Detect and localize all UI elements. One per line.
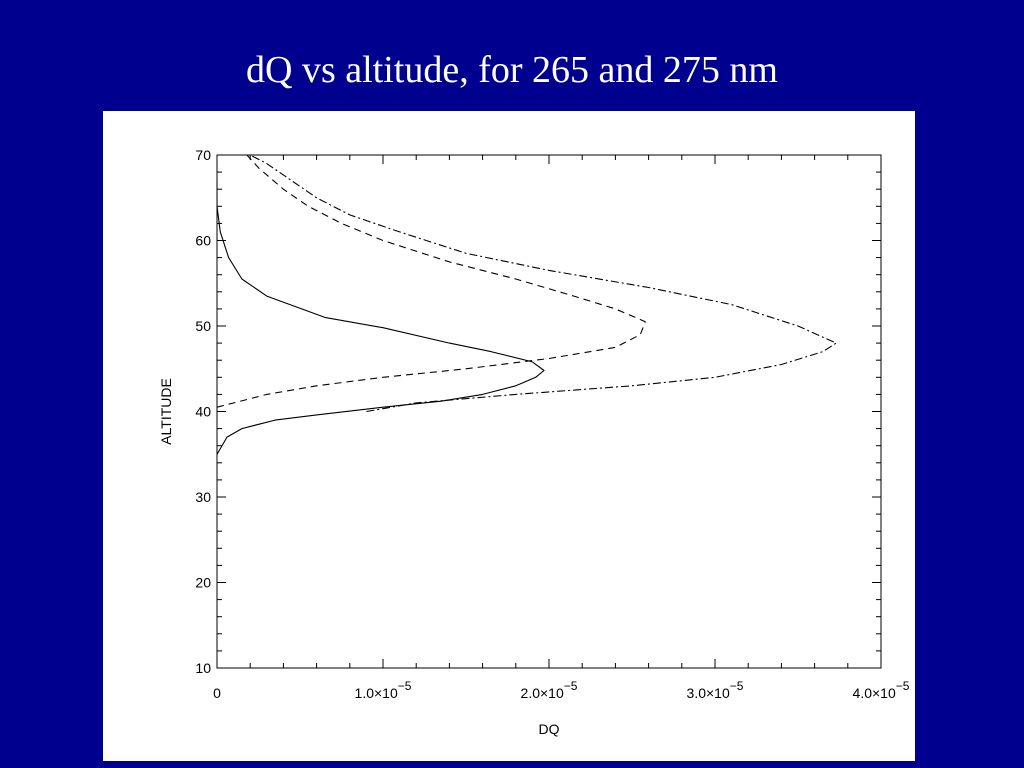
y-axis-label: ALTITUDE (158, 378, 174, 445)
minor-ticks (217, 155, 881, 668)
y-tick-label: 20 (195, 575, 211, 591)
series-line-dashed (217, 155, 646, 408)
major-ticks (216, 154, 882, 669)
series-line-dash-dot (249, 155, 837, 413)
x-tick-label: 0 (213, 685, 221, 701)
y-tick-label: 30 (195, 489, 211, 505)
x-tick-label: 4.0×10−5 (853, 679, 910, 701)
y-tick-label: 70 (195, 147, 211, 163)
y-tick-label: 60 (195, 233, 211, 249)
y-tick-label: 10 (195, 660, 211, 676)
dq-altitude-chart: 10 20 30 40 50 60 70 0 1.0×10−5 2.0×10−5 3.0×10−5… (158, 147, 910, 737)
slide-title: dQ vs altitude, for 265 and 275 nm (246, 49, 778, 91)
y-tick-label: 40 (195, 404, 211, 420)
x-tick-label: 1.0×10−5 (355, 679, 412, 701)
x-tick-label: 2.0×10−5 (521, 679, 578, 701)
chart-panel: 10 20 30 40 50 60 70 0 1.0×10−5 2.0×10−5 3.0×10−5… (103, 111, 915, 761)
y-tick-label: 50 (195, 318, 211, 334)
y-tick-labels: 10 20 30 40 50 60 70 (195, 147, 211, 676)
x-tick-label: 3.0×10−5 (687, 679, 744, 701)
plot-area-frame (216, 154, 882, 669)
series-line-solid (217, 180, 545, 455)
series-lines (217, 155, 837, 455)
x-axis-label: DQ (539, 721, 560, 737)
x-tick-labels: 0 1.0×10−5 2.0×10−5 3.0×10−5 4.0×10−5 (213, 679, 910, 701)
